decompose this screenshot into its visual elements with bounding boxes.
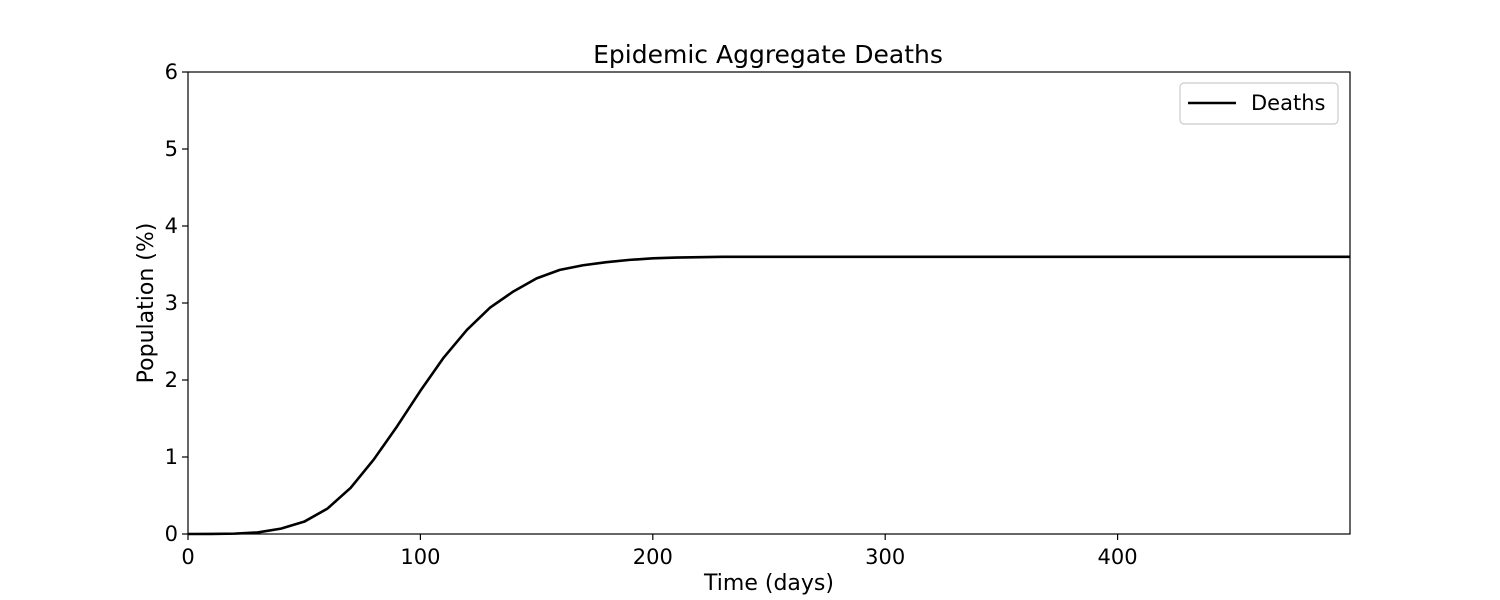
series-group [187, 255, 1350, 536]
y-axis-label: Population (%) [134, 223, 159, 384]
x-tick-label: 400 [1098, 545, 1138, 569]
series-line-deaths [187, 255, 1350, 536]
plot-frame [187, 71, 1351, 535]
y-axis: 0 1 2 3 4 5 6 [165, 60, 188, 546]
x-axis: 0 100 200 300 400 [181, 534, 1138, 569]
y-tick-label: 4 [165, 214, 178, 238]
legend: Deaths [1179, 82, 1339, 125]
y-tick-label: 0 [165, 522, 178, 546]
x-tick-label: 100 [400, 545, 440, 569]
legend-label-deaths: Deaths [1251, 91, 1325, 115]
legend-box [1179, 82, 1339, 125]
x-axis-label: Time (days) [703, 571, 834, 596]
plot-area: 0 100 200 300 400 0 1 2 3 4 5 6 [165, 60, 1351, 569]
x-tick-label: 200 [633, 545, 673, 569]
y-tick-label: 5 [165, 137, 178, 161]
chart-title: Epidemic Aggregate Deaths [593, 40, 943, 69]
y-tick-label: 6 [165, 60, 178, 84]
y-tick-label: 1 [165, 445, 178, 469]
y-tick-label: 3 [165, 291, 178, 315]
x-tick-label: 300 [865, 545, 905, 569]
x-tick-label: 0 [181, 545, 194, 569]
y-tick-label: 2 [165, 368, 178, 392]
